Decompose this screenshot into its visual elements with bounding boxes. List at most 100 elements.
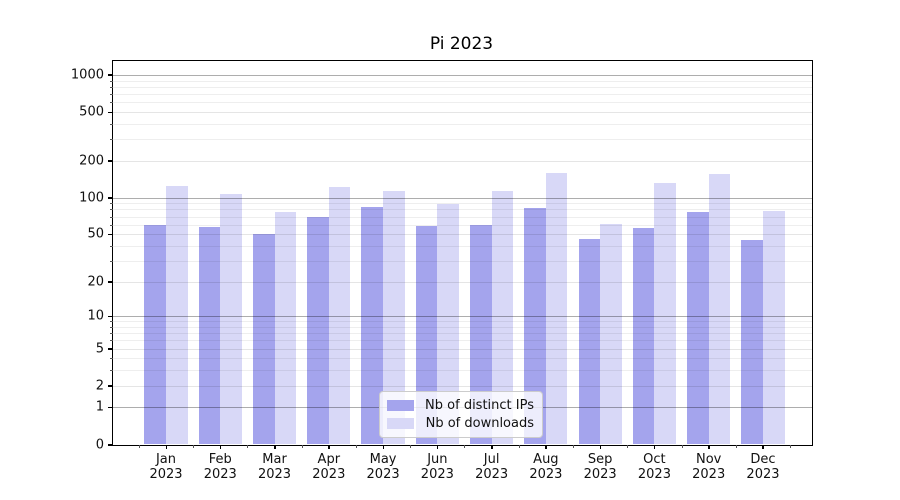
ytick-minor-7 xyxy=(110,333,113,335)
gridline-200 xyxy=(113,160,812,162)
ytick-minor-400 xyxy=(110,123,113,125)
xtick-minor-1 xyxy=(193,444,195,448)
ytick-2 xyxy=(108,385,112,387)
bar-distinct-ips-nov xyxy=(687,212,709,445)
xtick-year-text: 2023 xyxy=(149,467,183,482)
xtick-label-mar: Mar 2023 xyxy=(243,452,307,483)
xtick-may xyxy=(382,444,385,449)
ytick-minor-300 xyxy=(110,139,113,141)
xtick-minor-8 xyxy=(573,444,575,448)
xtick-label-aug: Aug 2023 xyxy=(514,452,578,483)
plot-area: 0 1 2 5 10 20 50 100 200 500 1000 Jan 2023 Feb 2023 Mar… xyxy=(71,60,813,482)
legend-item-downloads: Nb of downloads xyxy=(387,416,534,431)
xtick-year-text: 2023 xyxy=(692,467,726,482)
ytick-20 xyxy=(108,281,112,283)
legend-swatch-distinct-ips xyxy=(387,400,414,411)
ytick-minor-30 xyxy=(110,260,113,262)
xtick-minor-6 xyxy=(464,444,466,448)
bar-downloads-dec xyxy=(762,211,785,445)
xtick-year-text: 2023 xyxy=(529,467,563,482)
xtick-oct xyxy=(653,444,656,449)
xtick-label-may: May 2023 xyxy=(351,452,415,483)
xtick-year-text: 2023 xyxy=(312,467,346,482)
ytick-label-200: 200 xyxy=(79,153,104,169)
ytick-0 xyxy=(108,444,112,446)
bar-distinct-ips-may xyxy=(361,206,384,445)
ytick-minor-9 xyxy=(110,321,113,323)
bar-downloads-apr xyxy=(328,187,351,445)
gridline-minor-700 xyxy=(113,94,812,96)
xtick-year-text: 2023 xyxy=(257,467,292,482)
xtick-minor-10 xyxy=(681,444,683,448)
bar-distinct-ips-oct xyxy=(632,228,655,445)
ytick-minor-700 xyxy=(110,94,113,96)
ytick-minor-80 xyxy=(110,209,113,211)
ytick-500 xyxy=(108,111,112,113)
bar-downloads-jul xyxy=(491,191,514,445)
xtick-year-text: 2023 xyxy=(746,467,780,482)
gridline-minor-8 xyxy=(113,326,812,328)
legend-label-distinct-ips: Nb of distinct IPs xyxy=(425,398,534,413)
xtick-label-nov: Nov 2023 xyxy=(677,452,741,483)
ytick-label-5: 5 xyxy=(95,341,104,357)
xtick-feb xyxy=(219,444,222,449)
gridline-minor-900 xyxy=(113,80,812,82)
bar-downloads-may xyxy=(383,190,405,445)
xtick-minor-2 xyxy=(247,444,249,448)
ytick-label-20: 20 xyxy=(87,274,104,290)
gridline-minor-70 xyxy=(113,216,812,218)
xtick-minor-3 xyxy=(301,444,303,448)
xtick-month-text: Sep xyxy=(587,451,613,467)
xtick-label-apr: Apr 2023 xyxy=(297,452,361,483)
xtick-minor-9 xyxy=(627,444,629,448)
bar-downloads-oct xyxy=(654,182,677,445)
xtick-minor-0 xyxy=(138,444,140,448)
xtick-month-text: Jul xyxy=(483,451,500,467)
xtick-year-text: 2023 xyxy=(420,467,454,482)
ytick-minor-90 xyxy=(110,203,113,205)
gridline-50 xyxy=(113,234,812,236)
bar-downloads-mar xyxy=(274,212,297,445)
ytick-label-50: 50 xyxy=(87,226,104,242)
gridline-minor-4 xyxy=(113,358,812,360)
bar-downloads-feb xyxy=(220,193,242,445)
bar-downloads-jan xyxy=(166,186,188,445)
bar-distinct-ips-jan xyxy=(144,224,166,445)
bar-downloads-jun xyxy=(437,203,459,445)
gridline-minor-60 xyxy=(113,224,812,226)
bar-distinct-ips-feb xyxy=(198,227,221,445)
gridline-2 xyxy=(113,385,812,387)
gridline-minor-40 xyxy=(113,245,812,247)
gridline-minor-300 xyxy=(113,139,812,141)
ytick-label-2: 2 xyxy=(95,378,104,394)
xtick-year-text: 2023 xyxy=(637,467,671,482)
xtick-month-text: Apr xyxy=(317,451,341,467)
xtick-apr xyxy=(328,444,330,449)
xtick-year-text: 2023 xyxy=(366,467,400,482)
bar-distinct-ips-mar xyxy=(252,234,275,445)
xtick-month-text: Dec xyxy=(750,451,776,467)
gridline-minor-400 xyxy=(113,123,812,125)
xtick-mar xyxy=(274,444,276,449)
xtick-month-text: Aug xyxy=(533,451,559,467)
gridline-20 xyxy=(113,281,812,283)
gridline-5 xyxy=(113,348,812,350)
gridline-10 xyxy=(113,316,812,318)
chart-title: Pi 2023 xyxy=(429,34,494,54)
xtick-year-text: 2023 xyxy=(475,467,509,482)
xtick-label-jul: Jul 2023 xyxy=(460,452,524,483)
xtick-minor-5 xyxy=(410,444,412,448)
ytick-minor-60 xyxy=(110,224,113,226)
xtick-month-text: Jan xyxy=(155,451,177,467)
gridline-minor-9 xyxy=(113,321,812,323)
ytick-label-10: 10 xyxy=(87,308,104,324)
xtick-label-sep: Sep 2023 xyxy=(568,452,632,483)
ytick-minor-70 xyxy=(110,216,113,218)
xtick-minor-4 xyxy=(355,444,357,448)
bar-downloads-aug xyxy=(545,173,568,445)
xtick-label-feb: Feb 2023 xyxy=(188,452,252,483)
ytick-label-0: 0 xyxy=(95,437,104,452)
gridline-minor-800 xyxy=(113,86,812,88)
bar-distinct-ips-dec xyxy=(741,239,763,445)
xtick-month-text: Mar xyxy=(262,451,287,467)
